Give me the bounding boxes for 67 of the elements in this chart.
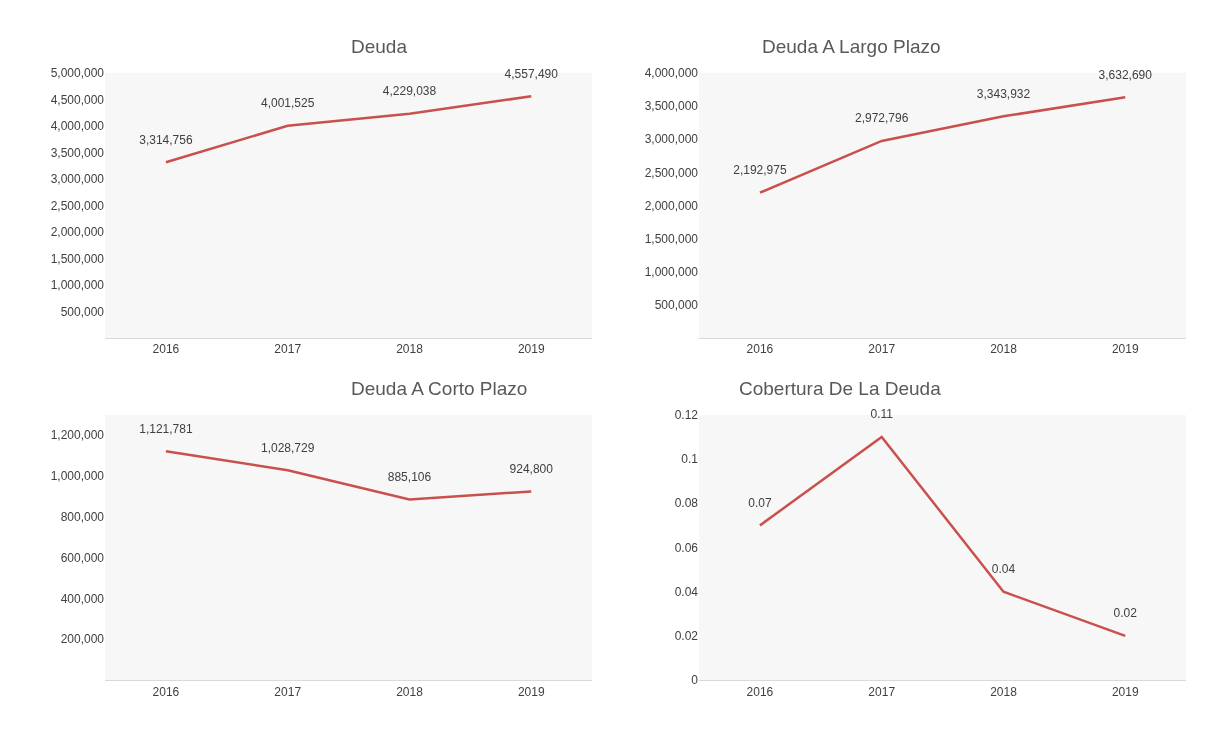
data-label: 1,028,729 [261, 440, 315, 455]
y-tick-label: 2,000,000 [50, 225, 105, 240]
y-tick-label: 0.02 [674, 629, 699, 644]
x-tick-label: 2018 [396, 684, 424, 699]
x-tick-label: 2018 [990, 684, 1018, 699]
y-tick-label: 1,000,000 [50, 278, 105, 293]
x-tick-label: 2017 [274, 684, 302, 699]
chart-title: Deuda A Largo Plazo [762, 36, 941, 57]
chart-title: Deuda [351, 36, 408, 57]
y-tick-label: 500,000 [60, 304, 105, 319]
x-tick-label: 2019 [1111, 342, 1139, 357]
x-tick-label: 2019 [1111, 684, 1139, 699]
y-tick-label: 4,000,000 [50, 119, 105, 134]
data-label: 885,106 [387, 469, 432, 484]
data-label: 2,972,796 [855, 111, 909, 126]
y-tick-label: 5,000,000 [50, 66, 105, 81]
data-label: 924,800 [509, 461, 554, 476]
y-tick-label: 0.12 [674, 408, 699, 423]
y-tick-label: 4,500,000 [50, 92, 105, 107]
x-tick-label: 2017 [274, 342, 302, 357]
x-tick-label: 2017 [868, 684, 896, 699]
data-label: 0.11 [870, 407, 894, 422]
y-tick-label: 0.08 [674, 496, 699, 511]
y-tick-label: 0.1 [681, 452, 699, 467]
y-tick-label: 3,500,000 [644, 99, 699, 114]
x-tick-label: 2019 [517, 342, 545, 357]
y-tick-label: 3,500,000 [50, 145, 105, 160]
y-tick-label: 200,000 [60, 632, 105, 647]
y-tick-label: 500,000 [654, 298, 699, 313]
y-tick-label: 400,000 [60, 591, 105, 606]
x-tick-label: 2016 [746, 684, 774, 699]
data-label: 1,121,781 [139, 421, 193, 436]
y-tick-label: 800,000 [60, 510, 105, 525]
y-tick-label: 1,200,000 [50, 428, 105, 443]
y-tick-label: 4,000,000 [644, 66, 699, 81]
y-tick-label: 1,000,000 [644, 264, 699, 279]
data-label: 3,314,756 [139, 132, 193, 147]
x-tick-label: 2018 [396, 342, 424, 357]
data-label: 3,343,932 [976, 86, 1031, 101]
y-tick-label: 3,000,000 [50, 172, 105, 187]
y-tick-label: 1,500,000 [644, 231, 699, 246]
y-tick-label: 0 [691, 673, 699, 688]
data-label: 0.04 [991, 562, 1016, 577]
y-tick-label: 1,500,000 [50, 251, 105, 266]
x-tick-label: 2018 [990, 342, 1018, 357]
chart-title: Cobertura De La Deuda [739, 378, 942, 399]
chart-title: Deuda A Corto Plazo [351, 378, 528, 399]
y-tick-label: 2,000,000 [644, 198, 699, 213]
data-label: 4,001,525 [261, 96, 315, 111]
x-tick-label: 2019 [517, 684, 545, 699]
data-label: 3,632,690 [1098, 67, 1153, 82]
y-tick-label: 3,000,000 [644, 132, 699, 147]
x-tick-label: 2017 [868, 342, 896, 357]
data-label: 2,192,975 [733, 163, 787, 178]
x-tick-label: 2016 [746, 342, 774, 357]
data-label: 0.02 [1113, 606, 1138, 621]
y-tick-label: 2,500,000 [50, 198, 105, 213]
y-tick-label: 1,000,000 [50, 469, 105, 484]
y-tick-label: 0.04 [674, 584, 699, 599]
y-tick-label: 0.06 [674, 540, 699, 555]
data-label: 4,229,038 [382, 84, 437, 99]
x-tick-label: 2016 [152, 684, 180, 699]
data-label: 0.07 [748, 495, 772, 510]
y-tick-label: 600,000 [60, 550, 105, 565]
x-tick-label: 2016 [152, 342, 180, 357]
data-label: 4,557,490 [504, 66, 559, 81]
y-tick-label: 2,500,000 [644, 165, 699, 180]
